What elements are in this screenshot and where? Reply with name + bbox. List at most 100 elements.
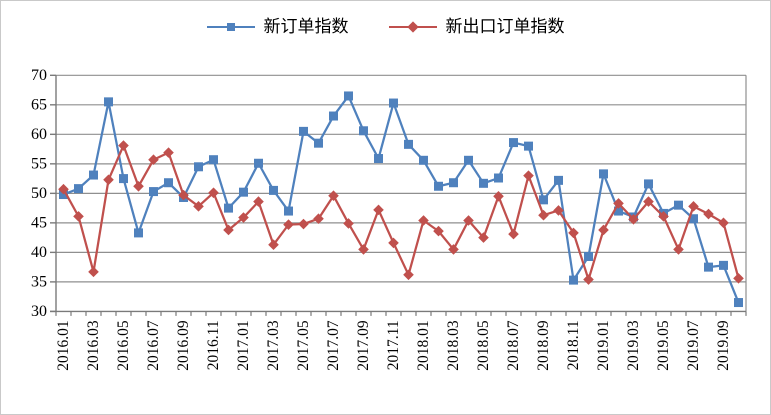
x-axis-tick-label: 2017.03 — [265, 320, 282, 371]
data-point-marker — [718, 217, 729, 229]
data-point-marker — [703, 208, 714, 220]
data-point-marker — [119, 174, 128, 184]
data-point-marker — [208, 187, 219, 199]
data-point-marker — [569, 275, 578, 285]
data-point-marker — [599, 169, 608, 179]
x-axis-tick-label: 2018.09 — [535, 320, 552, 371]
data-point-marker — [539, 195, 548, 205]
y-axis-tick-label: 40 — [31, 244, 47, 261]
x-axis-tick-label: 2016.07 — [145, 320, 162, 371]
data-point-marker — [88, 266, 99, 278]
data-point-marker — [178, 189, 189, 201]
x-axis-tick-label: 2019.01 — [595, 320, 612, 370]
data-point-marker — [449, 178, 458, 188]
data-point-marker — [269, 185, 278, 195]
data-point-marker — [298, 218, 309, 230]
data-point-marker — [223, 224, 234, 236]
data-point-marker — [163, 147, 174, 158]
y-axis-tick-label: 30 — [31, 303, 47, 320]
data-point-marker — [644, 179, 653, 189]
data-point-marker — [553, 205, 564, 216]
data-point-marker — [193, 201, 204, 212]
data-point-marker — [283, 219, 294, 230]
data-point-marker — [508, 228, 519, 240]
x-axis-tick-label: 2017.01 — [235, 320, 252, 370]
data-point-marker — [358, 244, 369, 255]
data-point-marker — [434, 181, 443, 191]
y-axis-tick-label: 55 — [31, 155, 47, 172]
x-axis-tick-label: 2019.07 — [685, 320, 702, 371]
x-axis-tick-label: 2019.03 — [625, 320, 642, 371]
data-point-marker — [463, 215, 474, 226]
data-point-marker — [149, 187, 158, 197]
data-point-marker — [329, 111, 338, 121]
data-point-marker — [328, 190, 339, 202]
data-point-marker — [643, 196, 654, 207]
x-axis-tick-label: 2017.09 — [355, 320, 372, 371]
data-point-marker — [509, 138, 518, 148]
data-point-marker — [613, 198, 624, 209]
new-export-orders-line — [62, 144, 740, 281]
data-point-marker — [598, 224, 609, 236]
data-point-marker — [359, 126, 368, 136]
data-point-marker — [478, 232, 489, 243]
data-point-marker — [89, 170, 98, 180]
data-point-marker — [373, 204, 384, 216]
x-axis-tick-label: 2016.03 — [85, 320, 102, 371]
data-point-marker — [554, 175, 563, 185]
data-point-marker — [58, 183, 69, 195]
data-point-marker — [134, 228, 143, 238]
data-point-marker — [194, 162, 203, 172]
new-orders-line — [62, 94, 740, 304]
data-point-marker — [673, 244, 684, 255]
x-axis-tick-label: 2018.07 — [505, 320, 522, 371]
data-point-marker — [538, 209, 549, 221]
data-point-marker — [448, 244, 459, 255]
data-point-marker — [674, 200, 683, 210]
data-point-marker — [523, 170, 534, 181]
data-point-marker — [314, 138, 323, 148]
data-point-marker — [133, 180, 144, 192]
data-point-marker — [568, 227, 579, 239]
data-point-marker — [224, 203, 233, 213]
data-point-marker — [704, 262, 713, 272]
data-point-marker — [404, 139, 413, 149]
y-axis-tick-label: 65 — [31, 96, 47, 113]
data-point-marker — [403, 269, 414, 281]
data-point-marker — [374, 154, 383, 164]
x-axis-tick-label: 2016.09 — [175, 320, 192, 371]
data-point-marker — [268, 239, 279, 251]
data-point-marker — [733, 273, 744, 284]
data-point-marker — [253, 196, 264, 207]
x-axis-tick-label: 2016.11 — [205, 320, 222, 370]
data-point-marker — [164, 178, 173, 188]
data-point-marker — [118, 140, 129, 151]
data-point-marker — [74, 184, 83, 194]
x-axis-tick-label: 2016.01 — [55, 320, 72, 370]
data-point-marker — [103, 174, 114, 186]
data-point-marker — [688, 201, 699, 212]
data-point-marker — [719, 260, 728, 270]
x-axis-tick-label: 2017.05 — [295, 320, 312, 371]
data-point-marker — [238, 212, 249, 223]
data-point-marker — [493, 190, 504, 202]
x-axis-tick-label: 2018.03 — [445, 320, 462, 371]
data-point-marker — [433, 225, 444, 237]
data-point-marker — [104, 97, 113, 107]
data-point-marker — [628, 214, 639, 225]
y-axis-tick-label: 50 — [31, 185, 47, 202]
data-point-marker — [388, 237, 399, 249]
data-point-marker — [658, 211, 669, 222]
x-axis-tick-label: 2017.11 — [385, 320, 402, 370]
x-axis-tick-label: 2016.05 — [115, 320, 132, 371]
data-point-marker — [254, 158, 263, 168]
data-point-marker — [343, 218, 354, 229]
data-point-marker — [418, 215, 429, 226]
y-axis-tick-label: 60 — [31, 126, 47, 143]
y-axis-tick-label: 35 — [31, 273, 47, 290]
data-point-marker — [389, 98, 398, 108]
data-point-marker — [479, 178, 488, 188]
data-point-marker — [148, 154, 159, 166]
